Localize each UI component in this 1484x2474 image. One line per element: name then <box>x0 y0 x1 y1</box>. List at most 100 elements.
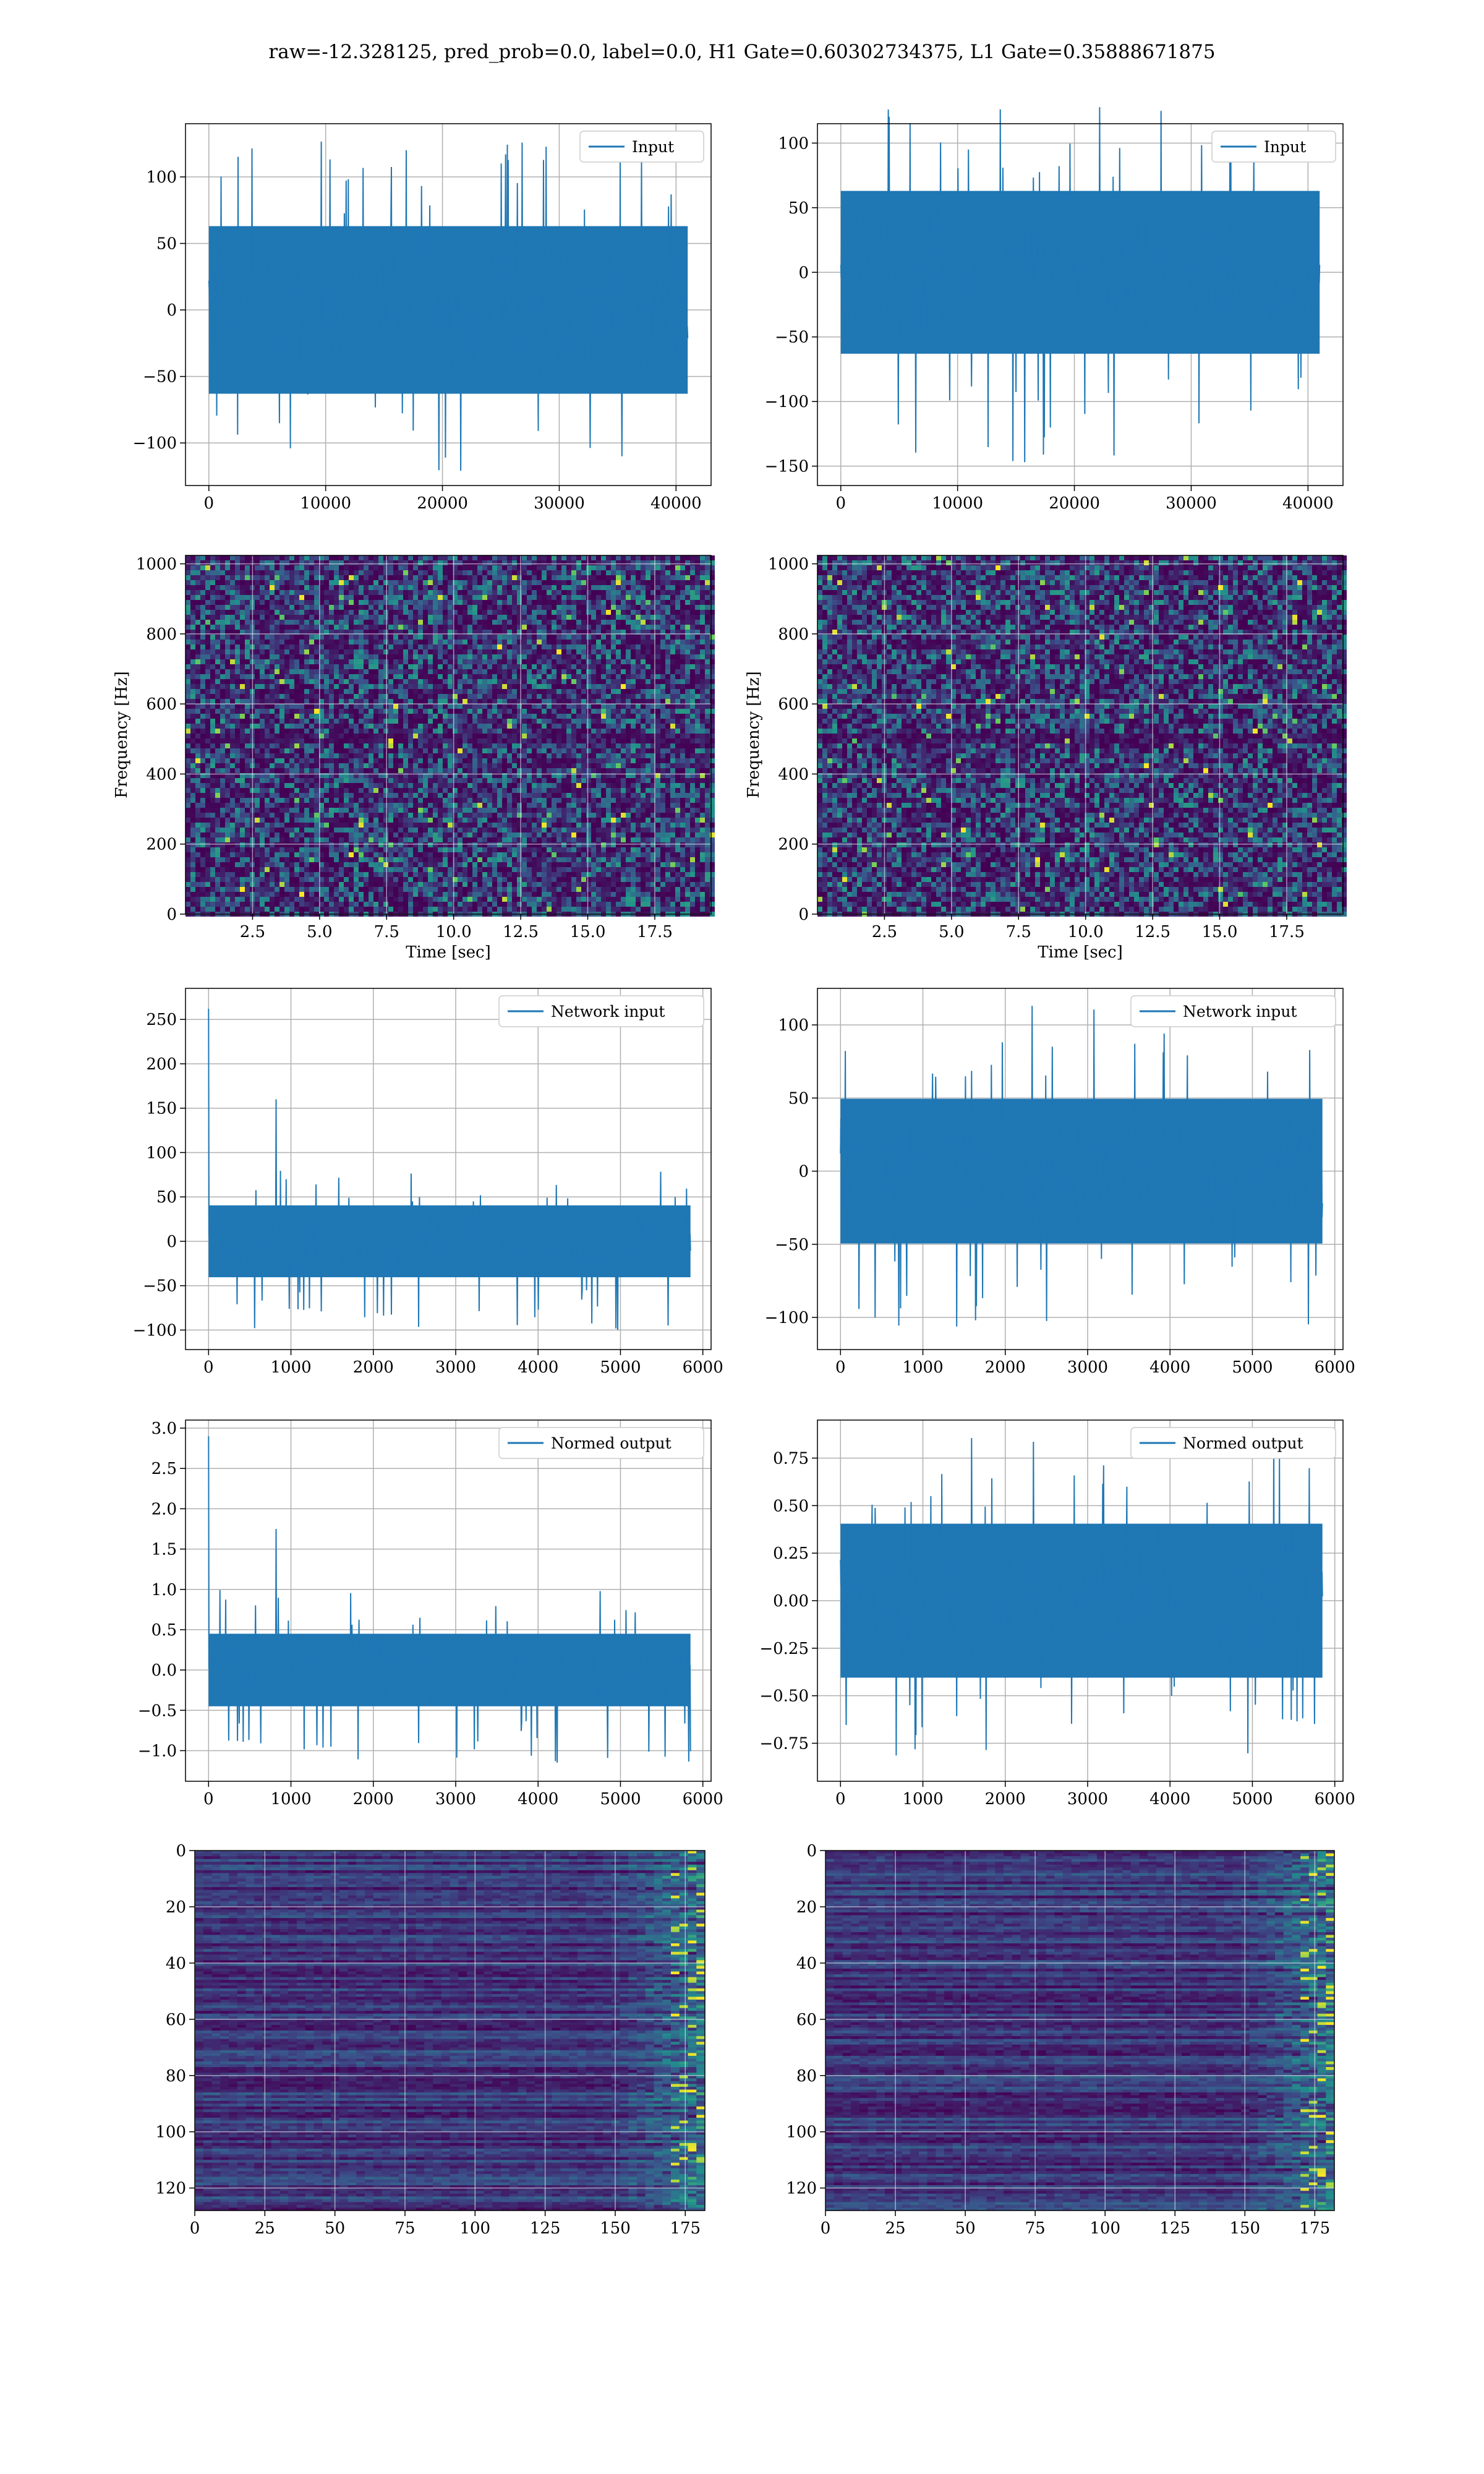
grid-lines <box>817 988 1343 1350</box>
plot-background <box>186 1420 711 1781</box>
legend: Input <box>579 131 704 163</box>
axes-frame <box>817 555 1344 915</box>
y-tick-label: 1.5 <box>151 1541 177 1559</box>
y-tick-label: 800 <box>778 625 809 644</box>
heatmap-cells <box>825 1851 1335 2211</box>
y-tick-label: 2.5 <box>151 1460 177 1478</box>
y-tick-label: 0 <box>166 905 177 924</box>
legend-box <box>1211 131 1336 163</box>
y-ticks: −100 −50 0 50 100 150 200 250 <box>133 1011 186 1340</box>
series-line <box>840 107 1321 463</box>
y-tick-label: 0.50 <box>773 1497 809 1515</box>
x-tick-label: 2000 <box>985 1358 1026 1377</box>
x-tick-label: 50 <box>325 2219 345 2238</box>
x-tick-label: 4000 <box>1149 1790 1190 1808</box>
x-tick-label: 175 <box>670 2219 701 2238</box>
y-tick-label: 150 <box>146 1100 177 1118</box>
x-tick-label: 25 <box>885 2219 906 2238</box>
x-tick-label: 125 <box>1159 2219 1190 2238</box>
x-tick-label: 7.5 <box>374 923 399 941</box>
x-tick-label: 3000 <box>1067 1790 1108 1808</box>
x-ticks: 0 10000 20000 30000 40000 <box>204 486 702 513</box>
x-tick-label: 5.0 <box>307 923 332 941</box>
y-ticks: 0 20 40 60 80 100 120 <box>155 1842 195 2198</box>
x-ticks: 0 1000 2000 3000 4000 5000 6000 <box>203 1350 723 1377</box>
y-tick-label: 0 <box>798 263 809 282</box>
x-tick-label: 6000 <box>683 1358 723 1377</box>
x-tick-label: 40000 <box>650 494 702 513</box>
y-tick-label: 0 <box>176 1842 186 1860</box>
y-tick-label: −0.5 <box>138 1701 177 1720</box>
series-line <box>840 1436 1323 1756</box>
figure-title: raw=-12.328125, pred_prob=0.0, label=0.0… <box>0 41 1484 63</box>
legend: Network input <box>1130 995 1336 1027</box>
x-tick-label: 5000 <box>1232 1358 1273 1377</box>
x-axis-label: Time [sec] <box>406 943 491 962</box>
y-ticks: 0 200 400 600 800 1000 <box>136 555 186 924</box>
x-tick-label: 0 <box>203 1358 214 1377</box>
legend-label: Network input <box>551 1003 665 1021</box>
x-tick-label: 10000 <box>932 494 983 513</box>
y-tick-label: 120 <box>155 2180 186 2198</box>
y-tick-label: 20 <box>166 1898 186 1917</box>
y-tick-label: −0.50 <box>759 1687 809 1706</box>
y-ticks: 0 20 40 60 80 100 120 <box>786 1842 825 2198</box>
chart-10: 0 25 50 75 100 125 150 175 0 20 40 60 80 100 120 <box>786 1842 1335 2238</box>
y-tick-label: 100 <box>146 1144 177 1162</box>
y-tick-label: 3.0 <box>151 1419 177 1438</box>
series-line <box>840 1006 1323 1327</box>
x-tick-label: 1000 <box>902 1790 943 1808</box>
x-tick-label: 12.5 <box>1135 923 1171 941</box>
chart-3: 2.5 5.0 7.5 10.0 12.5 15.0 17.5 0 200 400 600 800 10… <box>113 555 715 962</box>
y-tick-label: −50 <box>775 328 809 347</box>
y-tick-label: 120 <box>786 2180 817 2198</box>
x-tick-label: 4000 <box>518 1790 558 1808</box>
x-tick-label: 6000 <box>1315 1358 1355 1377</box>
axes-frame <box>825 1850 1335 2211</box>
axes-frame <box>185 1419 712 1782</box>
y-tick-label: 20 <box>796 1898 817 1917</box>
x-tick-label: 3000 <box>435 1358 476 1377</box>
y-tick-label: 50 <box>788 199 809 218</box>
x-axis-label: Time [sec] <box>1038 943 1123 962</box>
x-tick-label: 25 <box>255 2219 275 2238</box>
series-line <box>208 1436 691 1763</box>
x-tick-label: 0 <box>835 1358 846 1377</box>
y-tick-label: 0 <box>806 1842 817 1860</box>
y-tick-label: 100 <box>778 1016 809 1035</box>
y-tick-label: 100 <box>155 2123 186 2142</box>
heatmap-cells <box>817 555 1347 917</box>
x-ticks: 2.5 5.0 7.5 10.0 12.5 15.0 17.5 <box>240 914 673 941</box>
y-axis-label: Frequency [Hz] <box>744 671 763 798</box>
x-tick-label: 2.5 <box>872 923 897 941</box>
legend-box <box>1130 1427 1336 1459</box>
x-tick-label: 2000 <box>353 1358 394 1377</box>
series-line <box>208 141 689 471</box>
x-ticks: 0 25 50 75 100 125 150 175 <box>821 2211 1330 2238</box>
y-ticks: −1.0 −0.5 0.0 0.5 1.0 1.5 2.0 2.5 3.0 <box>138 1419 186 1760</box>
x-tick-label: 175 <box>1300 2219 1331 2238</box>
y-ticks: −0.75 −0.50 −0.25 0.00 0.25 0.50 0.75 <box>759 1449 817 1753</box>
chart-4: 2.5 5.0 7.5 10.0 12.5 15.0 17.5 0 200 400 600 800 10… <box>744 555 1347 962</box>
x-tick-label: 0 <box>821 2219 831 2238</box>
y-tick-label: 0 <box>798 1163 809 1181</box>
x-tick-label: 1000 <box>270 1358 311 1377</box>
y-tick-label: 400 <box>778 765 809 784</box>
axes-frame <box>817 123 1344 486</box>
x-tick-label: 2.5 <box>240 923 265 941</box>
x-tick-label: 75 <box>1025 2219 1046 2238</box>
x-tick-label: 150 <box>600 2219 631 2238</box>
y-tick-label: 80 <box>796 2067 817 2086</box>
legend-label: Network input <box>1183 1003 1297 1021</box>
chart-8: Normed output 0 1000 2000 3000 4000 5000 6000 −0… <box>759 1419 1355 1808</box>
x-tick-label: 1000 <box>902 1358 943 1377</box>
x-tick-label: 0 <box>836 494 846 513</box>
y-ticks: −150 −100 −50 0 50 100 <box>765 134 817 476</box>
axes-frame <box>185 555 712 915</box>
legend-box <box>579 131 704 163</box>
heatmap-cells <box>195 1851 706 2211</box>
heatmap-cells <box>186 555 715 917</box>
x-tick-label: 2000 <box>985 1790 1026 1808</box>
x-tick-label: 0 <box>203 1790 214 1808</box>
